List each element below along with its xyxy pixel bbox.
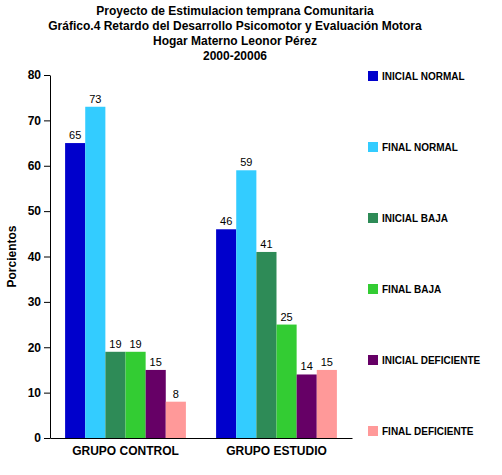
- y-tick-label: 20: [28, 341, 42, 355]
- bar: [216, 229, 236, 438]
- legend-label: INICIAL NORMAL: [382, 71, 465, 82]
- bars: [65, 107, 337, 438]
- data-label: 19: [109, 338, 121, 350]
- y-tick-label: 50: [28, 204, 42, 218]
- bar: [146, 370, 166, 438]
- bar: [166, 402, 186, 438]
- y-axis: 0 10 20 30 40 50 60 70 80: [28, 68, 51, 445]
- y-tick-label: 80: [28, 68, 42, 82]
- title-line: Proyecto de Estimulacion temprana Comuni…: [96, 4, 374, 18]
- data-label: 73: [89, 93, 101, 105]
- data-label: 46: [220, 215, 232, 227]
- y-tick: 30: [28, 295, 50, 309]
- plot: 0 10 20 30 40 50 60 70 80 GRUPO CONTROL GRUPO ESTU…: [28, 68, 353, 457]
- title: Proyecto de Estimulacion temprana Comuni…: [48, 4, 422, 63]
- chart-svg: Proyecto de Estimulacion temprana Comuni…: [0, 0, 502, 475]
- title-line: Gráfico.4 Retardo del Desarrollo Psicomo…: [48, 19, 422, 33]
- y-tick: 50: [28, 204, 50, 218]
- legend-swatch: [368, 355, 378, 365]
- y-tick-mark: [44, 120, 50, 121]
- data-labels: 65 46 73 59 19 41 19 25 15 14 8 15: [69, 93, 333, 400]
- y-tick-label: 10: [28, 386, 42, 400]
- y-tick-label: 30: [28, 295, 42, 309]
- y-tick: 10: [28, 386, 50, 400]
- bar: [277, 325, 297, 438]
- y-tick-label: 0: [34, 431, 41, 445]
- y-tick: 0: [34, 431, 50, 445]
- data-label: 15: [321, 356, 333, 368]
- legend: INICIAL NORMAL FINAL NORMAL INICIAL BAJA FI…: [368, 71, 480, 437]
- data-label: 19: [129, 338, 141, 350]
- data-label: 41: [260, 238, 272, 250]
- legend-swatch: [368, 213, 378, 223]
- data-label: 65: [69, 129, 81, 141]
- data-label: 59: [240, 156, 252, 168]
- x-axis-line: [51, 438, 353, 439]
- legend-label: INICIAL BAJA: [382, 213, 448, 224]
- x-tick-label: GRUPO CONTROL: [72, 444, 179, 458]
- y-tick: 20: [28, 341, 50, 355]
- data-label: 8: [173, 388, 179, 400]
- y-tick-mark: [44, 75, 50, 76]
- legend-swatch: [368, 284, 378, 294]
- bar: [85, 107, 105, 438]
- y-tick: 60: [28, 159, 50, 173]
- bar: [126, 352, 146, 438]
- bar: [297, 374, 317, 438]
- x-tick: GRUPO CONTROL: [72, 438, 179, 458]
- legend-swatch: [368, 426, 378, 436]
- bar: [317, 370, 337, 438]
- bar: [256, 252, 276, 438]
- title-line: 2000-20006: [203, 49, 267, 63]
- title-line: Hogar Materno Leonor Pérez: [153, 34, 317, 48]
- x-tick-label: GRUPO ESTUDIO: [226, 444, 327, 458]
- y-axis-title: Porcientos: [5, 225, 19, 287]
- legend-swatch: [368, 142, 378, 152]
- y-tick-mark: [44, 393, 50, 394]
- y-tick-mark: [44, 438, 50, 439]
- legend-label: INICIAL DEFICIENTE: [382, 355, 480, 366]
- bar: [65, 143, 85, 438]
- y-tick-mark: [44, 257, 50, 258]
- legend-label: FINAL BAJA: [382, 284, 441, 295]
- y-tick-label: 60: [28, 159, 42, 173]
- x-axis: GRUPO CONTROL GRUPO ESTUDIO: [51, 438, 353, 458]
- y-tick-label: 40: [28, 250, 42, 264]
- y-tick: 70: [28, 114, 50, 128]
- y-axis-line: [50, 76, 51, 439]
- y-tick-mark: [44, 166, 50, 167]
- x-tick: GRUPO ESTUDIO: [226, 438, 327, 458]
- data-label: 25: [280, 311, 292, 323]
- y-tick-label: 70: [28, 114, 42, 128]
- y-tick-mark: [44, 211, 50, 212]
- y-tick-mark: [44, 347, 50, 348]
- legend-label: FINAL DEFICIENTE: [382, 426, 474, 437]
- bar: [236, 170, 256, 438]
- data-label: 15: [150, 356, 162, 368]
- chart-container: Proyecto de Estimulacion temprana Comuni…: [0, 0, 502, 475]
- y-tick: 80: [28, 68, 50, 82]
- y-tick-mark: [44, 302, 50, 303]
- legend-label: FINAL NORMAL: [382, 142, 458, 153]
- legend-swatch: [368, 71, 378, 81]
- data-label: 14: [301, 360, 313, 372]
- bar: [105, 352, 125, 438]
- y-tick: 40: [28, 250, 50, 264]
